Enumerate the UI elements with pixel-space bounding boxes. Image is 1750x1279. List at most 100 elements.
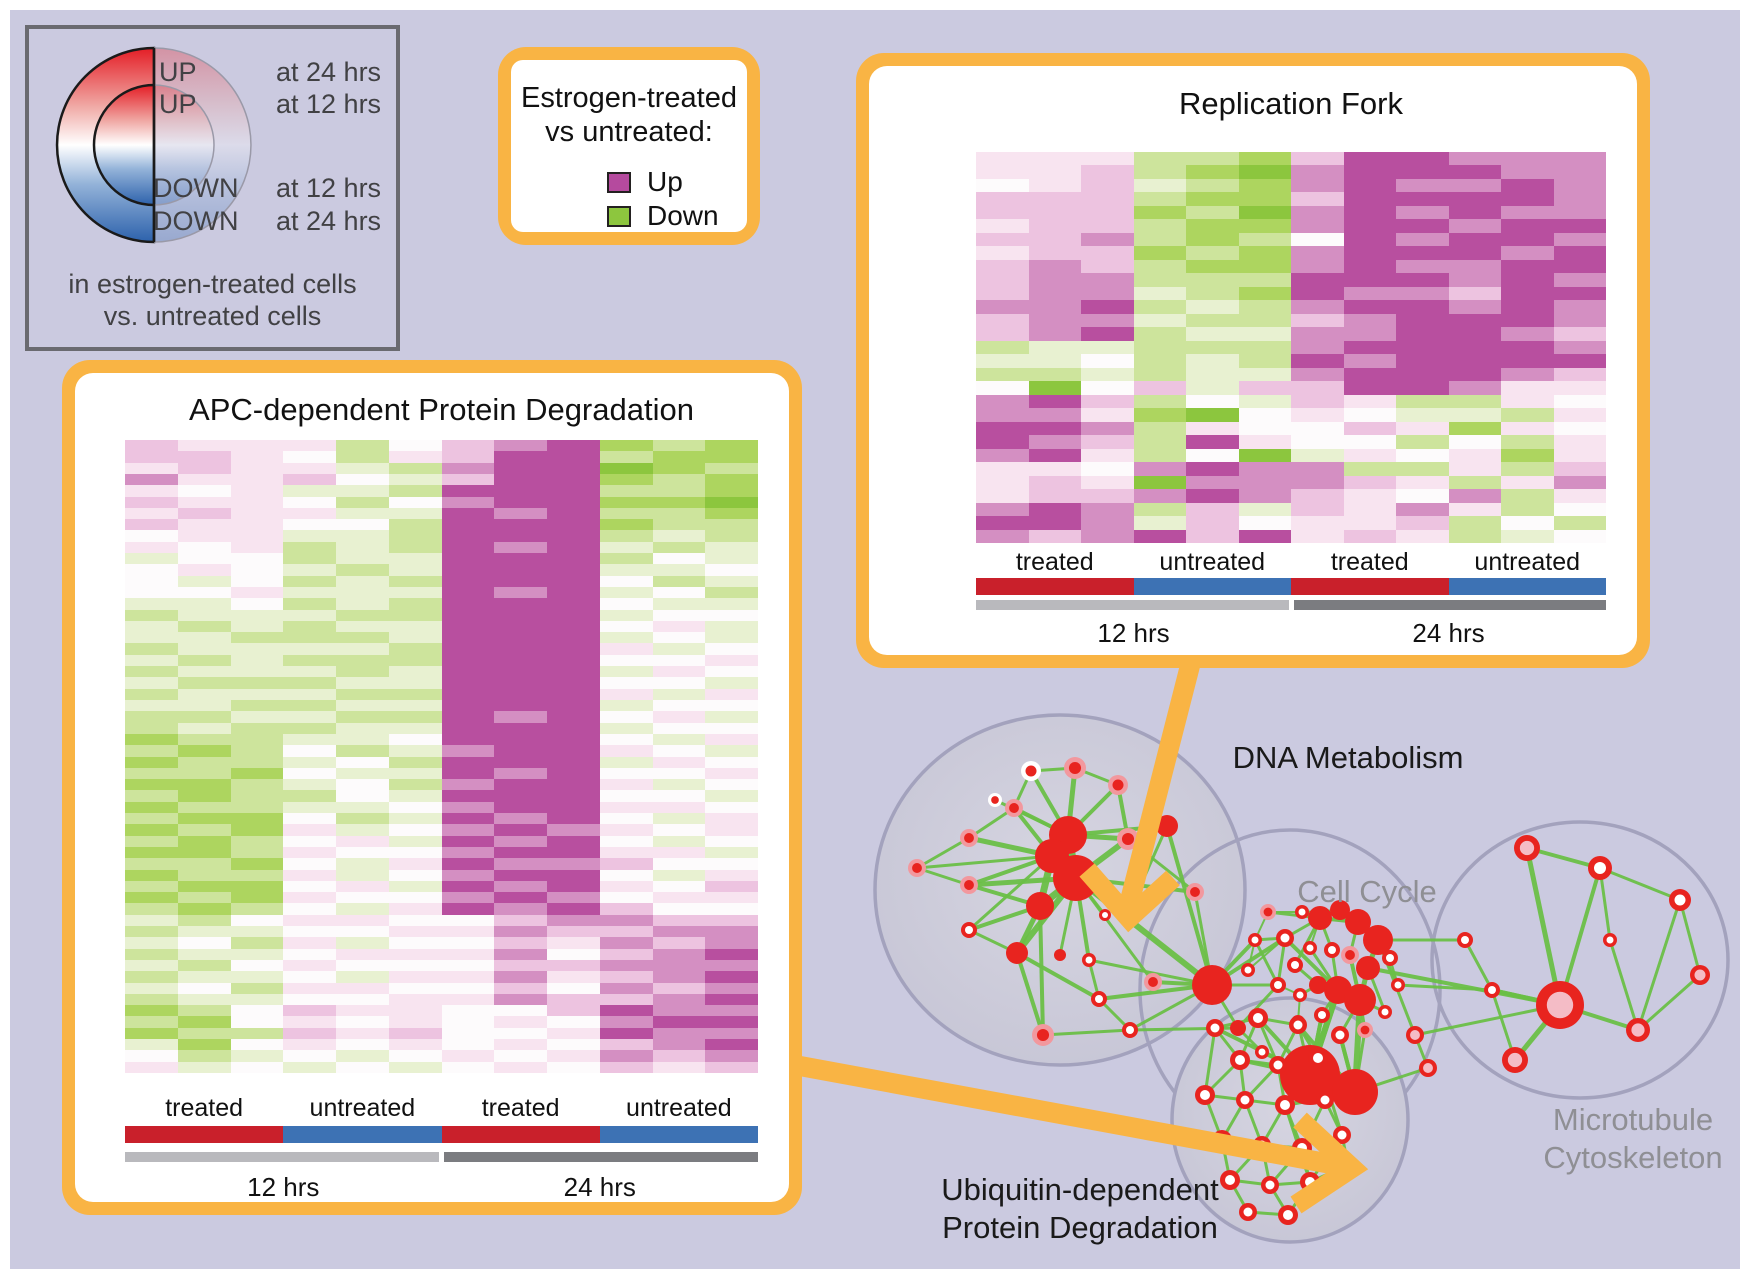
heatmap-cell-r46-c2: [230, 959, 284, 972]
heatmap-cell-r37-c2: [230, 858, 284, 870]
heatmap-cell-r2-c3: [283, 462, 336, 474]
heatmap-cell-r20-c3: [283, 666, 336, 678]
heatmap-cell-r44-c5: [388, 937, 442, 949]
heatmap-cell-r32-c10: [652, 801, 706, 814]
heatmap-cell-r33-c7: [494, 813, 547, 825]
heatmap-cell-r13-c5: [1238, 327, 1291, 341]
heatmap-cell-r7-c9: [1448, 246, 1501, 260]
heatmap-cell-r19-c11: [705, 654, 758, 667]
heatmap-cell-r6-c8: [547, 507, 600, 520]
heatmap-cell-r15-c10: [652, 609, 706, 621]
heatmap-cell-r24-c8: [1396, 475, 1449, 490]
heatmap-cell-r1-c3: [1133, 165, 1186, 179]
heatmap-cell-r10-c10: [1501, 286, 1554, 301]
heatmap-cell-r2-c11: [1553, 178, 1606, 193]
heatmap-cell-r17-c4: [1186, 381, 1239, 395]
heatmap-cell-r1-c0: [125, 451, 178, 463]
heatmap-cell-r9-c8: [1396, 273, 1449, 287]
heatmap-cell-r1-c10: [652, 451, 706, 463]
heatmap-cell-r42-c9: [599, 914, 653, 927]
heatmap-cell-r34-c2: [230, 824, 284, 836]
heatmap-cell-r51-c5: [388, 1016, 442, 1028]
heatmap-cell-r25-c3: [283, 722, 336, 734]
heatmap-cell-r41-c7: [494, 903, 547, 915]
heatmap-cell-r43-c10: [652, 926, 706, 938]
heatmap-cell-r24-c1: [177, 711, 231, 723]
heatmap-cell-r20-c2: [230, 666, 284, 678]
heatmap-cell-r13-c6: [1291, 327, 1344, 341]
heatmap-cell-r12-c2: [230, 575, 284, 587]
heatmap-cell-r25-c9: [599, 722, 653, 734]
heatmap-cell-r19-c1: [1028, 408, 1081, 422]
heatmap-cell-r26-c6: [1291, 502, 1344, 517]
heatmap-cell-r4-c4: [1186, 205, 1239, 220]
heatmap-cell-r39-c1: [177, 880, 231, 893]
heatmap-cell-r22-c9: [1448, 448, 1501, 463]
heatmap-cell-r36-c6: [441, 846, 495, 859]
heatmap-cell-r10-c2: [1081, 286, 1134, 301]
heatmap-cell-r22-c10: [1501, 448, 1554, 463]
color-key-title-line1: Estrogen-treated: [520, 82, 737, 114]
heatmap-cell-r50-c2: [230, 1005, 284, 1017]
heatmap-cell-r31-c4: [336, 790, 389, 802]
heatmap-cell-r26-c4: [336, 733, 389, 746]
heatmap-cell-r10-c4: [336, 553, 389, 565]
heatmap-cell-r12-c7: [1343, 313, 1396, 328]
heatmap-cell-r37-c11: [705, 858, 758, 870]
heatmap-cell-r51-c11: [705, 1016, 758, 1028]
heatmap-cell-r45-c0: [125, 948, 178, 960]
heatmap-cell-r26-c0: [976, 502, 1029, 517]
heatmap-cell-r7-c1: [177, 519, 231, 531]
heatmap-cell-r37-c6: [441, 858, 495, 870]
heatmap-cell-r6-c4: [1186, 232, 1239, 247]
heatmap-cell-r25-c2: [1081, 489, 1134, 503]
heatmap-cell-r15-c3: [283, 609, 336, 621]
heatmap-cell-r18-c4: [1186, 394, 1239, 409]
heatmap-cell-r12-c8: [547, 575, 600, 587]
heatmap-cell-r7-c1: [1028, 246, 1081, 260]
heatmap-cell-r21-c11: [705, 677, 758, 689]
heatmap-cell-r3-c2: [1081, 192, 1134, 206]
heatmap-cell-r5-c6: [441, 496, 495, 508]
heatmap-cell-r20-c0: [125, 666, 178, 678]
heatmap-cell-r24-c2: [230, 711, 284, 723]
heatmap-cell-r48-c11: [705, 982, 758, 994]
heatmap-cell-r13-c4: [336, 586, 389, 599]
heatmap-cell-r47-c9: [599, 971, 653, 983]
group-label-2: treated: [481, 1094, 560, 1122]
heatmap-cell-r45-c3: [283, 948, 336, 960]
heatmap-cell-r12-c1: [1028, 313, 1081, 328]
heatmap-cell-r47-c1: [177, 971, 231, 983]
heatmap-cell-r5-c9: [599, 496, 653, 508]
time-bar-24 hrs: [1293, 600, 1606, 610]
heatmap-cell-r4-c11: [1553, 205, 1606, 220]
heatmap-cell-r32-c0: [125, 801, 178, 814]
heatmap-cell-r37-c10: [652, 858, 706, 870]
heatmap-cell-r12-c7: [494, 575, 547, 587]
heatmap-cell-r6-c11: [705, 507, 758, 520]
heatmap-cell-r55-c10: [652, 1061, 706, 1073]
heatmap-cell-r11-c7: [1343, 300, 1396, 314]
heatmap-cell-r23-c1: [1028, 462, 1081, 476]
heatmap-cell-r46-c11: [705, 959, 758, 972]
heatmap-cell-r51-c4: [336, 1016, 389, 1028]
heatmap-cell-r20-c2: [1081, 421, 1134, 436]
heatmap-cell-r43-c3: [283, 926, 336, 938]
heatmap-cell-r3-c1: [177, 473, 231, 486]
heatmap-cell-r29-c4: [336, 767, 389, 780]
heatmap-cell-r20-c3: [1133, 421, 1186, 436]
heatmap-cell-r15-c7: [494, 609, 547, 621]
heatmap-cell-r34-c7: [494, 824, 547, 836]
heatmap-cell-r38-c6: [441, 869, 495, 881]
heatmap-cell-r24-c2: [1081, 475, 1134, 490]
heatmap-cell-r18-c8: [1396, 394, 1449, 409]
heatmap-cell-r25-c7: [494, 722, 547, 734]
heatmap-cell-r17-c8: [1396, 381, 1449, 395]
heatmap-cell-r19-c11: [1553, 408, 1606, 422]
heatmap-cell-r25-c4: [1186, 489, 1239, 503]
heatmap-cell-r2-c0: [125, 462, 178, 474]
heatmap-cell-r50-c5: [388, 1005, 442, 1017]
heatmap-cell-r15-c5: [1238, 354, 1291, 368]
heatmap-cell-r23-c7: [494, 699, 547, 712]
time-bar-12 hrs: [125, 1152, 439, 1162]
